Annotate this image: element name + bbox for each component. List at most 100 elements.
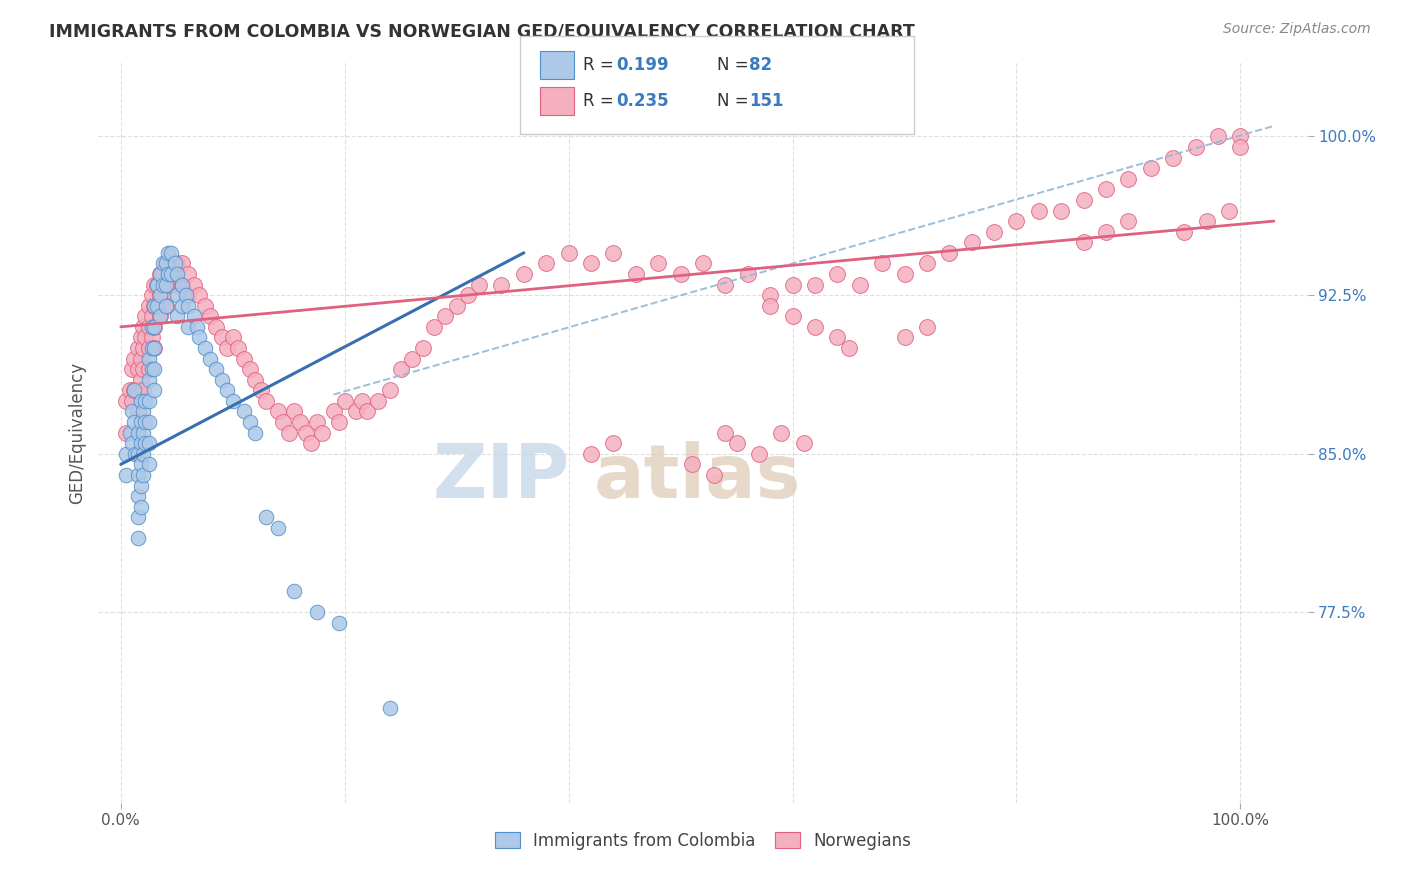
Text: Source: ZipAtlas.com: Source: ZipAtlas.com xyxy=(1223,22,1371,37)
Point xyxy=(134,330,156,344)
Point xyxy=(121,404,143,418)
Point xyxy=(536,256,558,270)
Point xyxy=(311,425,333,440)
Point xyxy=(222,393,245,408)
Point xyxy=(915,256,938,270)
Point xyxy=(172,277,194,292)
Point xyxy=(1073,235,1095,250)
Point xyxy=(127,362,149,376)
Point xyxy=(228,341,250,355)
Point xyxy=(149,267,172,281)
Point xyxy=(838,341,860,355)
Point xyxy=(1206,129,1229,144)
Point xyxy=(149,310,172,324)
Point xyxy=(283,584,305,599)
Point xyxy=(145,277,167,292)
Point xyxy=(134,415,156,429)
Point xyxy=(870,256,893,270)
Point xyxy=(254,510,277,524)
Point xyxy=(138,393,160,408)
Point xyxy=(1095,182,1118,196)
Point xyxy=(1229,140,1251,154)
Point xyxy=(138,415,160,429)
Point xyxy=(305,606,328,620)
Point xyxy=(194,299,217,313)
Point xyxy=(271,415,294,429)
Point xyxy=(134,393,156,408)
Text: N =: N = xyxy=(717,92,754,110)
Point xyxy=(166,310,188,324)
Point xyxy=(748,447,770,461)
Point xyxy=(423,319,446,334)
Point xyxy=(121,393,143,408)
Point xyxy=(186,319,208,334)
Point xyxy=(401,351,423,366)
Point xyxy=(249,384,271,398)
Point xyxy=(412,341,434,355)
Point xyxy=(166,288,188,302)
Point xyxy=(143,362,166,376)
Point xyxy=(149,310,172,324)
Point xyxy=(172,277,194,292)
Point xyxy=(138,373,160,387)
Point xyxy=(1073,193,1095,207)
Point xyxy=(356,404,378,418)
Point xyxy=(703,467,725,482)
Point xyxy=(669,267,692,281)
Point xyxy=(266,521,288,535)
Point xyxy=(217,341,239,355)
Point xyxy=(827,330,849,344)
Point xyxy=(468,277,491,292)
Point xyxy=(127,425,149,440)
Point xyxy=(714,425,737,440)
Point xyxy=(389,362,412,376)
Point xyxy=(129,500,152,514)
Point xyxy=(155,277,177,292)
Point xyxy=(118,384,141,398)
Point xyxy=(122,351,145,366)
Point xyxy=(183,277,205,292)
Point xyxy=(217,384,239,398)
Point xyxy=(141,288,163,302)
Point xyxy=(1184,140,1206,154)
Point xyxy=(156,245,179,260)
Point xyxy=(115,467,138,482)
Point xyxy=(141,319,163,334)
Point xyxy=(1229,129,1251,144)
Point xyxy=(129,415,152,429)
Point xyxy=(160,256,183,270)
Point xyxy=(960,235,983,250)
Point xyxy=(163,256,186,270)
Point xyxy=(143,341,166,355)
Y-axis label: GED/Equivalency: GED/Equivalency xyxy=(69,361,87,504)
Point xyxy=(177,319,200,334)
Point xyxy=(243,425,266,440)
Point xyxy=(233,404,256,418)
Point xyxy=(491,277,513,292)
Point xyxy=(152,288,174,302)
Point xyxy=(155,256,177,270)
Text: R =: R = xyxy=(583,92,620,110)
Point xyxy=(132,362,155,376)
Point xyxy=(143,319,166,334)
Point xyxy=(200,351,222,366)
Point xyxy=(127,447,149,461)
Point xyxy=(115,425,138,440)
Point xyxy=(211,330,233,344)
Point xyxy=(163,267,186,281)
Point xyxy=(305,415,328,429)
Point xyxy=(243,373,266,387)
Point xyxy=(143,341,166,355)
Point xyxy=(759,299,782,313)
Point xyxy=(1118,214,1140,228)
Point xyxy=(915,319,938,334)
Point xyxy=(681,458,703,472)
Point xyxy=(141,310,163,324)
Point xyxy=(579,447,602,461)
Point xyxy=(579,256,602,270)
Point xyxy=(1195,214,1218,228)
Point xyxy=(127,404,149,418)
Point xyxy=(446,299,468,313)
Point xyxy=(328,615,350,630)
Text: atlas: atlas xyxy=(595,441,801,514)
